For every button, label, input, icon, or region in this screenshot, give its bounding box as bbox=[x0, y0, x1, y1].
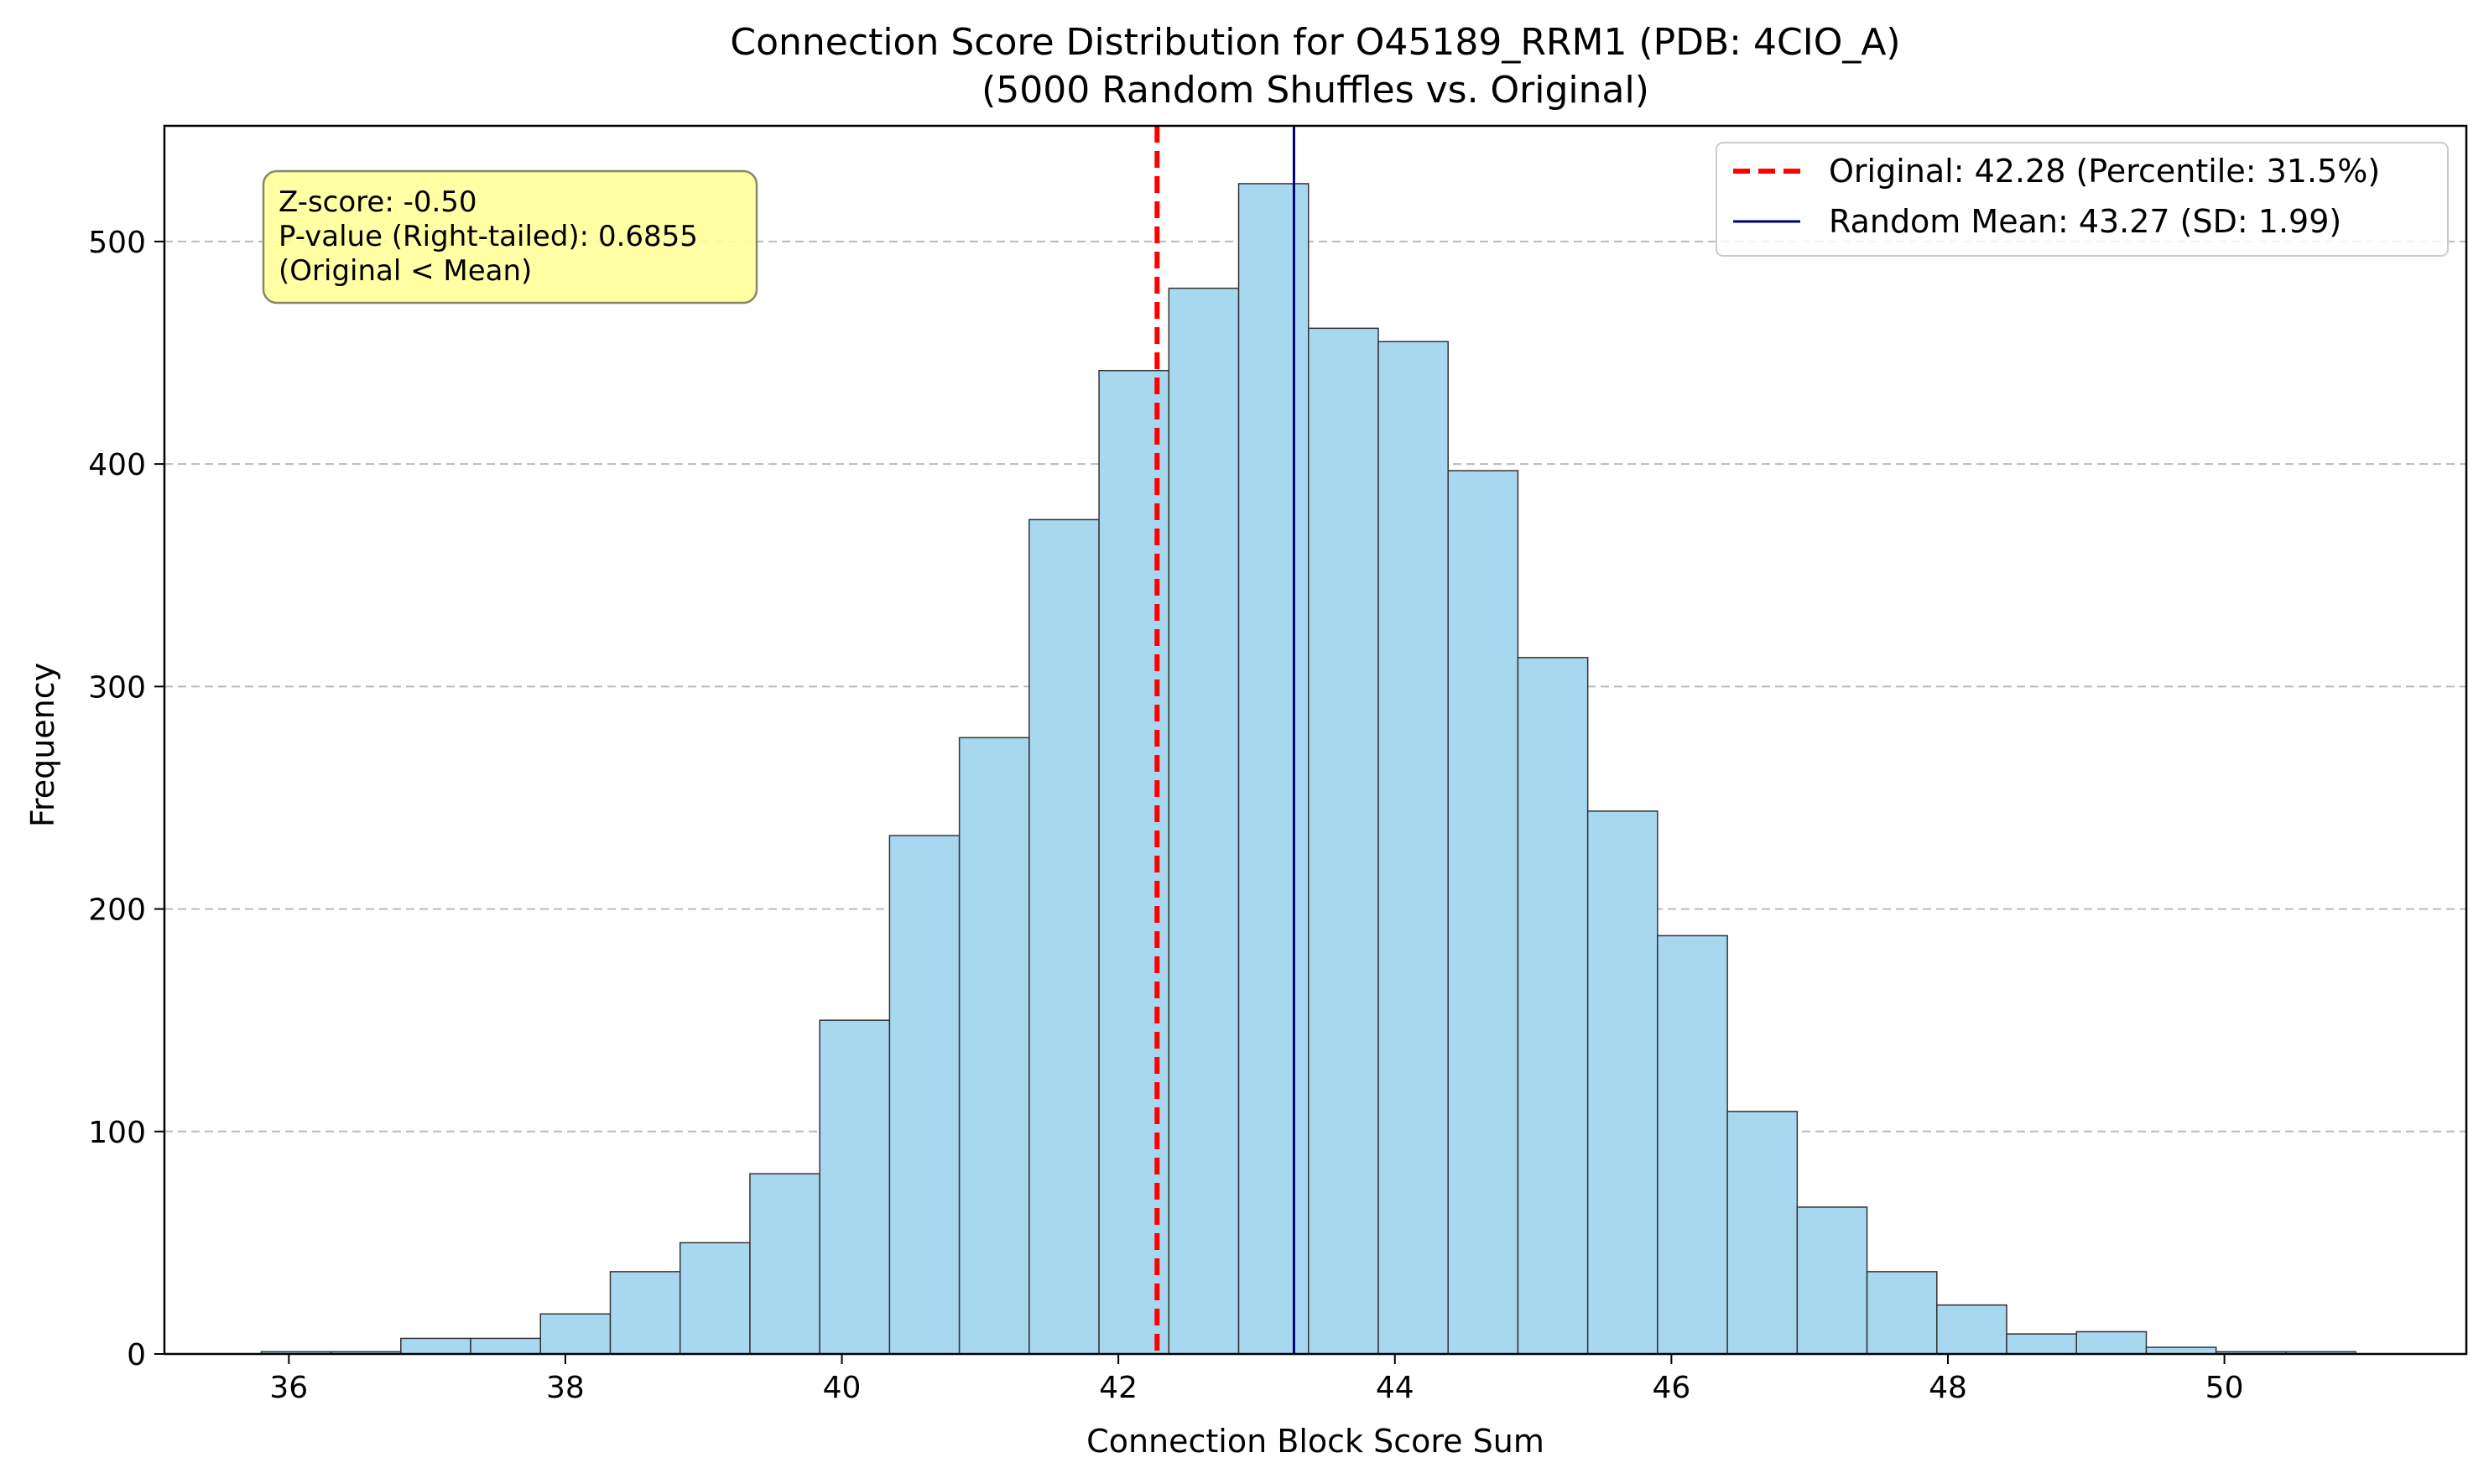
histogram-bar bbox=[609, 1271, 681, 1355]
legend-mean-label: Random Mean: 43.27 (SD: 1.99) bbox=[1829, 203, 2341, 240]
x-tick-label: 48 bbox=[1929, 1371, 1967, 1405]
y-tick-label: 500 bbox=[88, 226, 146, 260]
histogram-bar bbox=[679, 1242, 751, 1355]
y-tick-label: 400 bbox=[88, 448, 146, 482]
x-tick-label: 50 bbox=[2205, 1371, 2244, 1405]
y-tick-label: 0 bbox=[127, 1338, 146, 1372]
histogram-bar bbox=[1168, 287, 1240, 1355]
x-tick-label: 36 bbox=[269, 1371, 308, 1405]
annotation-box bbox=[262, 169, 758, 305]
histogram-bar bbox=[1447, 470, 1519, 1355]
histogram-bar bbox=[1796, 1206, 1868, 1355]
x-axis-ticks: 36 38 40 42 44 46 48 50 bbox=[269, 1354, 2243, 1405]
histogram-bar bbox=[1237, 183, 1310, 1355]
histogram-bar bbox=[400, 1337, 471, 1355]
histogram-bar bbox=[1726, 1111, 1799, 1355]
histogram-bar bbox=[819, 1019, 891, 1355]
x-axis-label: Connection Block Score Sum bbox=[1086, 1423, 1544, 1460]
chart-subtitle: (5000 Random Shuffles vs. Original) bbox=[982, 69, 1649, 112]
annotation-direction: (Original < Mean) bbox=[279, 254, 532, 288]
x-tick-label: 38 bbox=[546, 1371, 585, 1405]
y-tick-label: 200 bbox=[88, 893, 146, 928]
histogram-bar bbox=[1517, 657, 1589, 1355]
histogram-bar bbox=[1936, 1304, 2007, 1355]
x-tick-label: 42 bbox=[1099, 1371, 1138, 1405]
histogram-bar bbox=[888, 835, 961, 1355]
histogram-bar bbox=[1866, 1271, 1938, 1355]
histogram-bar bbox=[1028, 518, 1100, 1355]
histogram-bars bbox=[260, 183, 2356, 1355]
annotation-pvalue: P-value (Right-tailed): 0.6855 bbox=[279, 220, 698, 253]
annotation-zscore: Z-score: -0.50 bbox=[279, 185, 477, 219]
legend-original-label: Original: 42.28 (Percentile: 31.5%) bbox=[1829, 153, 2380, 190]
histogram-bar bbox=[749, 1173, 820, 1355]
histogram-bar bbox=[1657, 935, 1728, 1355]
plot-frame bbox=[163, 124, 2468, 1356]
stats-annotation: Z-score: -0.50 P-value (Right-tailed): 0… bbox=[262, 169, 758, 305]
histogram-bar bbox=[539, 1313, 612, 1355]
histogram-bar bbox=[1377, 341, 1449, 1355]
legend-box bbox=[1716, 142, 2449, 257]
histogram-bar bbox=[1586, 810, 1658, 1355]
reference-lines bbox=[1154, 126, 1295, 1354]
y-tick-label: 100 bbox=[88, 1116, 146, 1150]
histogram-bar bbox=[2075, 1330, 2148, 1355]
y-axis-ticks: 0 100 200 300 400 500 bbox=[88, 226, 164, 1372]
histogram-bar bbox=[2006, 1333, 2078, 1355]
legend: Original: 42.28 (Percentile: 31.5%) Rand… bbox=[1716, 142, 2449, 257]
histogram-bar bbox=[470, 1337, 542, 1355]
histogram-bar bbox=[958, 737, 1030, 1355]
x-tick-label: 46 bbox=[1652, 1371, 1690, 1405]
x-tick-label: 44 bbox=[1376, 1371, 1414, 1405]
histogram-bar bbox=[1308, 327, 1379, 1355]
y-tick-label: 300 bbox=[88, 670, 146, 705]
y-axis-label: Frequency bbox=[24, 663, 61, 827]
chart-title: Connection Score Distribution for O45189… bbox=[730, 21, 1900, 64]
x-tick-label: 40 bbox=[823, 1371, 862, 1405]
